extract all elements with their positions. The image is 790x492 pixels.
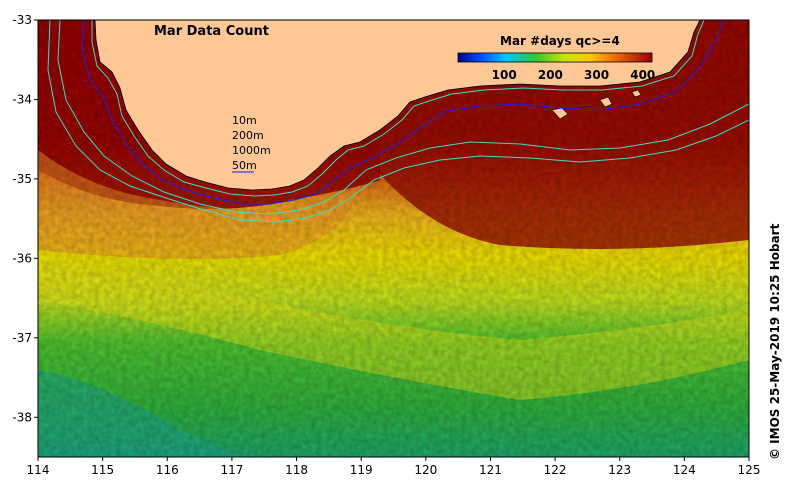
x-tick-label: 119	[350, 463, 373, 477]
island-small	[631, 89, 642, 98]
legend-item-200m: 200m	[232, 129, 264, 142]
colorbar: Mar #days qc>=4 100 200 300 400	[457, 34, 656, 82]
legend-item-50m: 50m	[232, 159, 257, 172]
map-title: Mar Data Count	[154, 24, 269, 39]
contour-1000m	[47, 20, 749, 223]
contour-10m	[91, 20, 705, 197]
y-tick-label: -38	[12, 410, 32, 424]
colorbar-tick-label: 400	[630, 68, 655, 82]
island-southern-coast	[551, 107, 569, 120]
x-axis-longitude: 114 115 116 117 118 119 120 121 122 123 124 125	[27, 457, 761, 477]
contour-200m	[57, 20, 749, 215]
colorbar-tick-label: 300	[584, 68, 609, 82]
x-tick-label: 120	[414, 463, 437, 477]
x-tick-label: 125	[738, 463, 761, 477]
land-western-australia	[94, 20, 701, 191]
colorbar-title: Mar #days qc>=4	[500, 34, 620, 48]
x-tick-label: 124	[673, 463, 696, 477]
colorbar-tick-label: 200	[538, 68, 563, 82]
x-tick-label: 123	[608, 463, 631, 477]
colorbar-ticks: 100 200 300 400	[492, 68, 656, 82]
x-tick-label: 115	[91, 463, 114, 477]
depth-legend: 10m 200m 1000m 50m	[232, 114, 271, 173]
y-tick-label: -34	[12, 92, 32, 106]
x-tick-label: 116	[156, 463, 179, 477]
x-tick-label: 114	[27, 463, 50, 477]
y-tick-label: -35	[12, 172, 32, 186]
contour-50m	[81, 20, 725, 205]
colorbar-tick-label: 100	[492, 68, 517, 82]
x-tick-label: 117	[220, 463, 243, 477]
colorbar-gradient	[457, 52, 653, 63]
island-archipelago	[599, 96, 613, 108]
x-tick-label: 122	[544, 463, 567, 477]
y-tick-label: -37	[12, 331, 32, 345]
credit-label: © IMOS 25-May-2019 10:25 Hobart	[768, 223, 782, 460]
y-tick-label: -36	[12, 251, 32, 265]
x-tick-label: 118	[285, 463, 308, 477]
y-tick-label: -33	[12, 13, 32, 27]
plot-frame	[37, 19, 750, 458]
legend-item-10m: 10m	[232, 114, 257, 127]
y-axis-latitude: -33 -34 -35 -36 -37 -38	[12, 13, 38, 424]
x-tick-label: 121	[479, 463, 502, 477]
legend-item-1000m: 1000m	[232, 144, 271, 157]
